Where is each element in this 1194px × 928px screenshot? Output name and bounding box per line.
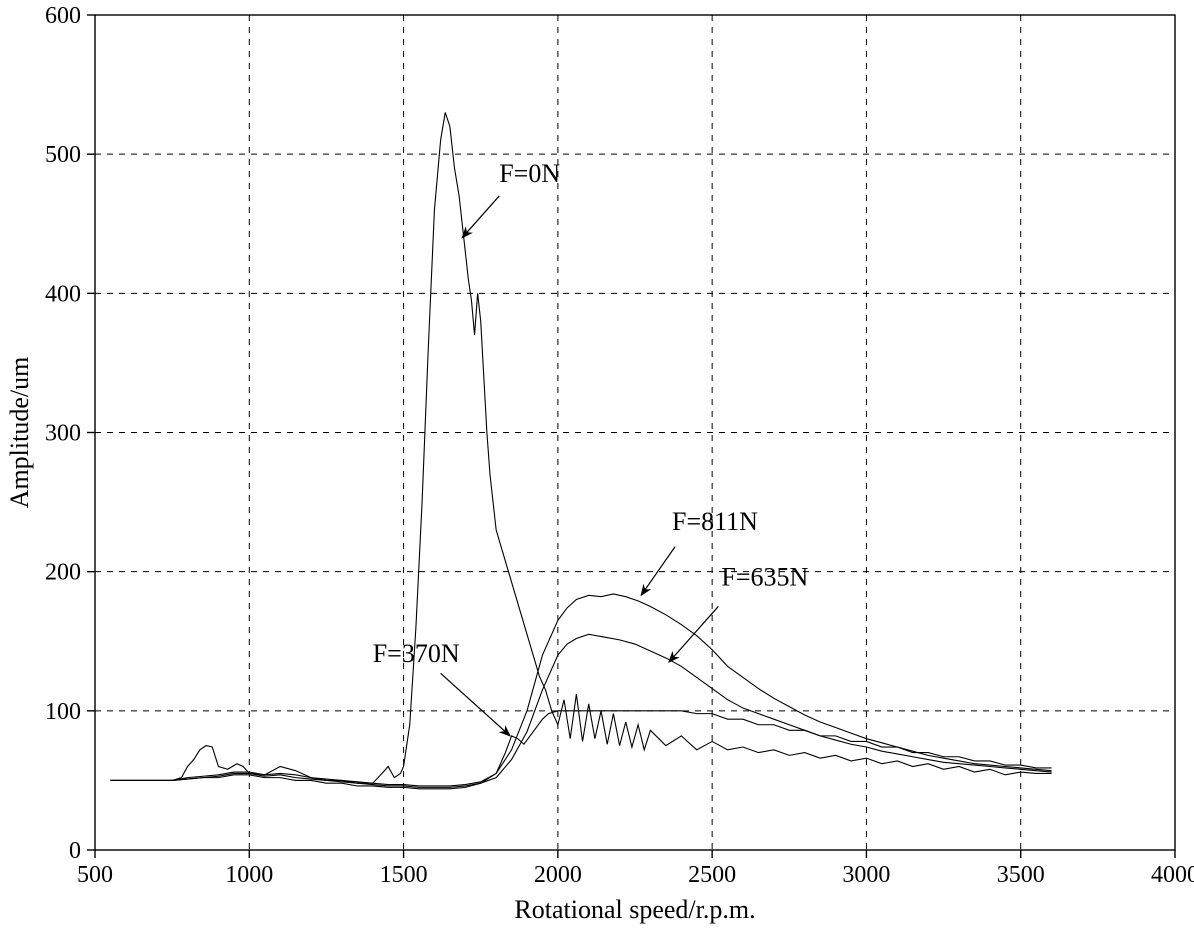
x-tick-label: 1000 <box>225 862 273 888</box>
x-tick-label: 1500 <box>380 862 428 888</box>
y-tick-label: 200 <box>45 560 81 586</box>
annotation-label: F=370N <box>373 639 460 668</box>
annotation-label: F=635N <box>721 563 808 592</box>
annotation-label: F=811N <box>672 507 758 536</box>
amplitude-chart: 500 1000 1500 2000 2500 3000 3500 4000 0 100 200 30… <box>0 0 1194 928</box>
annotation-label: F=0N <box>499 159 560 188</box>
y-axis-label: Amplitude/um <box>5 357 34 509</box>
y-tick-label: 400 <box>45 281 81 307</box>
y-tick-label: 600 <box>45 3 81 29</box>
y-tick-label: 300 <box>45 421 81 447</box>
x-axis-label: Rotational speed/r.p.m. <box>514 895 755 924</box>
x-tick-label: 4000 <box>1151 862 1194 888</box>
y-tick-label: 500 <box>45 142 81 168</box>
x-tick-label: 3500 <box>997 862 1045 888</box>
x-tick-label: 500 <box>77 862 113 888</box>
y-tick-label: 0 <box>69 838 81 864</box>
y-tick-label: 100 <box>45 699 81 725</box>
x-tick-label: 2500 <box>688 862 736 888</box>
x-tick-label: 3000 <box>842 862 890 888</box>
x-tick-label: 2000 <box>534 862 582 888</box>
